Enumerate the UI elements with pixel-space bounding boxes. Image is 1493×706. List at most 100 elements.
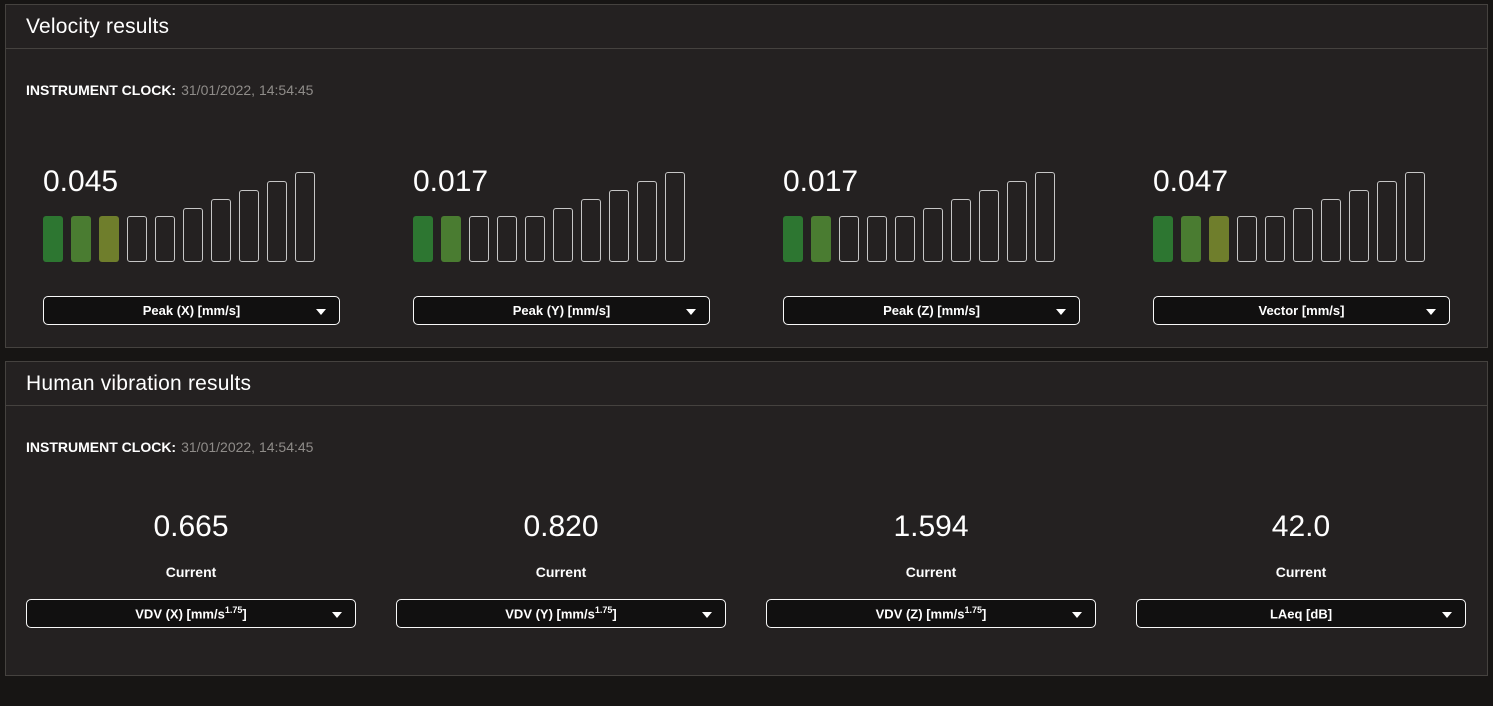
gauge-bar-empty (211, 199, 231, 262)
gauge-bar-empty (665, 172, 685, 262)
metric-selector-vdv-x[interactable]: VDV (X) [mm/s1.75] (26, 599, 356, 628)
metric-selector-peak-z[interactable]: Peak (Z) [mm/s] (783, 296, 1080, 325)
gauge-bar-filled (1181, 216, 1201, 262)
gauge-bar-empty (155, 216, 175, 262)
metric-vdv-z: 1.594 Current VDV (Z) [mm/s1.75] (766, 510, 1096, 628)
gauge-bar-empty (525, 216, 545, 262)
instrument-clock-value: 31/01/2022, 14:54:45 (181, 82, 314, 98)
human-vibration-panel-title: Human vibration results (6, 362, 1487, 406)
gauge-bar-empty (1349, 190, 1369, 262)
gauge-bar-empty (1293, 208, 1313, 262)
gauge-bar-filled (99, 216, 119, 262)
dropdown-label: VDV (Z) [mm/s1.75] (875, 605, 987, 622)
gauge-bar-empty (497, 216, 517, 262)
chevron-down-icon (316, 308, 326, 315)
gauge-bar-empty (979, 190, 999, 262)
instrument-clock: INSTRUMENT CLOCK: 31/01/2022, 14:54:45 (6, 49, 1487, 98)
metric-selector-vdv-z[interactable]: VDV (Z) [mm/s1.75] (766, 599, 1096, 628)
gauge-bar-empty (609, 190, 629, 262)
metric-selector-vector[interactable]: Vector [mm/s] (1153, 296, 1450, 325)
gauge-bar-empty (951, 199, 971, 262)
gauge-peak-y: 0.017 Peak (Y) [mm/s] (413, 167, 710, 325)
metric-value: 42.0 (1271, 510, 1331, 543)
metrics-row: 0.665 Current VDV (X) [mm/s1.75] 0.820 C… (6, 455, 1487, 675)
metric-vdv-y: 0.820 Current VDV (Y) [mm/s1.75] (396, 510, 726, 628)
velocity-results-panel: Velocity results INSTRUMENT CLOCK: 31/01/… (5, 4, 1488, 348)
instrument-clock-value: 31/01/2022, 14:54:45 (181, 439, 314, 455)
metric-selector-vdv-y[interactable]: VDV (Y) [mm/s1.75] (396, 599, 726, 628)
velocity-panel-title: Velocity results (6, 5, 1487, 49)
gauge-bar-empty (1377, 181, 1397, 262)
gauge-bar-empty (581, 199, 601, 262)
metric-label: Current (1275, 564, 1327, 580)
chevron-down-icon (1426, 308, 1436, 315)
chevron-down-icon (332, 611, 342, 618)
gauge-bar-empty (867, 216, 887, 262)
metric-label: Current (165, 564, 217, 580)
gauge-bar-filled (71, 216, 91, 262)
gauge-bar-empty (1265, 216, 1285, 262)
metric-selector-peak-y[interactable]: Peak (Y) [mm/s] (413, 296, 710, 325)
dropdown-label: Vector [mm/s] (1258, 303, 1345, 318)
metric-vdv-x: 0.665 Current VDV (X) [mm/s1.75] (26, 510, 356, 628)
instrument-clock-label: INSTRUMENT CLOCK: (26, 439, 177, 455)
gauge-value: 0.047 (1153, 165, 1229, 198)
metric-value: 0.665 (153, 510, 229, 543)
gauge-bar-empty (469, 216, 489, 262)
gauge-bar-empty (895, 216, 915, 262)
dropdown-label: VDV (X) [mm/s1.75] (135, 605, 247, 622)
gauge-bar-empty (637, 181, 657, 262)
gauge-visual: 0.017 (413, 167, 710, 262)
gauge-bar-empty (553, 208, 573, 262)
metric-value: 1.594 (893, 510, 969, 543)
gauges-row: 0.045 Peak (X) [mm/s] 0.017 Peak (Y) [mm… (6, 98, 1487, 347)
gauge-visual: 0.047 (1153, 167, 1450, 262)
metric-value: 0.820 (523, 510, 599, 543)
dropdown-label: Peak (Z) [mm/s] (883, 303, 980, 318)
instrument-clock: INSTRUMENT CLOCK: 31/01/2022, 14:54:45 (6, 406, 1487, 455)
metric-selector-laeq[interactable]: LAeq [dB] (1136, 599, 1466, 628)
gauge-bar-filled (1209, 216, 1229, 262)
chevron-down-icon (1442, 611, 1452, 618)
gauge-value: 0.017 (413, 165, 489, 198)
instrument-clock-label: INSTRUMENT CLOCK: (26, 82, 177, 98)
gauge-bar-empty (1007, 181, 1027, 262)
gauge-visual: 0.017 (783, 167, 1080, 262)
gauge-bar-empty (923, 208, 943, 262)
gauge-bar-empty (295, 172, 315, 262)
human-vibration-results-panel: Human vibration results INSTRUMENT CLOCK… (5, 361, 1488, 676)
dropdown-label: Peak (Y) [mm/s] (512, 303, 611, 318)
dropdown-label: Peak (X) [mm/s] (142, 303, 241, 318)
gauge-value: 0.045 (43, 165, 119, 198)
metric-laeq: 42.0 Current LAeq [dB] (1136, 510, 1466, 628)
gauge-bar-empty (183, 208, 203, 262)
chevron-down-icon (686, 308, 696, 315)
gauge-bar-empty (1321, 199, 1341, 262)
gauge-bar-empty (839, 216, 859, 262)
chevron-down-icon (1072, 611, 1082, 618)
dropdown-label: LAeq [dB] (1269, 606, 1333, 622)
dropdown-label: VDV (Y) [mm/s1.75] (505, 605, 617, 622)
gauge-bar-empty (267, 181, 287, 262)
gauge-bar-graph (783, 172, 1055, 262)
gauge-bar-empty (1237, 216, 1257, 262)
gauge-bar-empty (1035, 172, 1055, 262)
human-vibration-panel-body: INSTRUMENT CLOCK: 31/01/2022, 14:54:45 0.… (6, 406, 1487, 675)
gauge-bar-filled (783, 216, 803, 262)
gauge-bar-graph (1153, 172, 1425, 262)
gauge-vector: 0.047 Vector [mm/s] (1153, 167, 1450, 325)
gauge-bar-filled (43, 216, 63, 262)
gauge-peak-z: 0.017 Peak (Z) [mm/s] (783, 167, 1080, 325)
gauge-bar-empty (1405, 172, 1425, 262)
metric-label: Current (535, 564, 587, 580)
gauge-bar-filled (811, 216, 831, 262)
gauge-value: 0.017 (783, 165, 859, 198)
gauge-bar-filled (441, 216, 461, 262)
metric-selector-peak-x[interactable]: Peak (X) [mm/s] (43, 296, 340, 325)
velocity-panel-body: INSTRUMENT CLOCK: 31/01/2022, 14:54:45 0.… (6, 49, 1487, 347)
gauge-visual: 0.045 (43, 167, 340, 262)
gauge-bar-empty (127, 216, 147, 262)
gauge-peak-x: 0.045 Peak (X) [mm/s] (43, 167, 340, 325)
chevron-down-icon (1056, 308, 1066, 315)
chevron-down-icon (702, 611, 712, 618)
